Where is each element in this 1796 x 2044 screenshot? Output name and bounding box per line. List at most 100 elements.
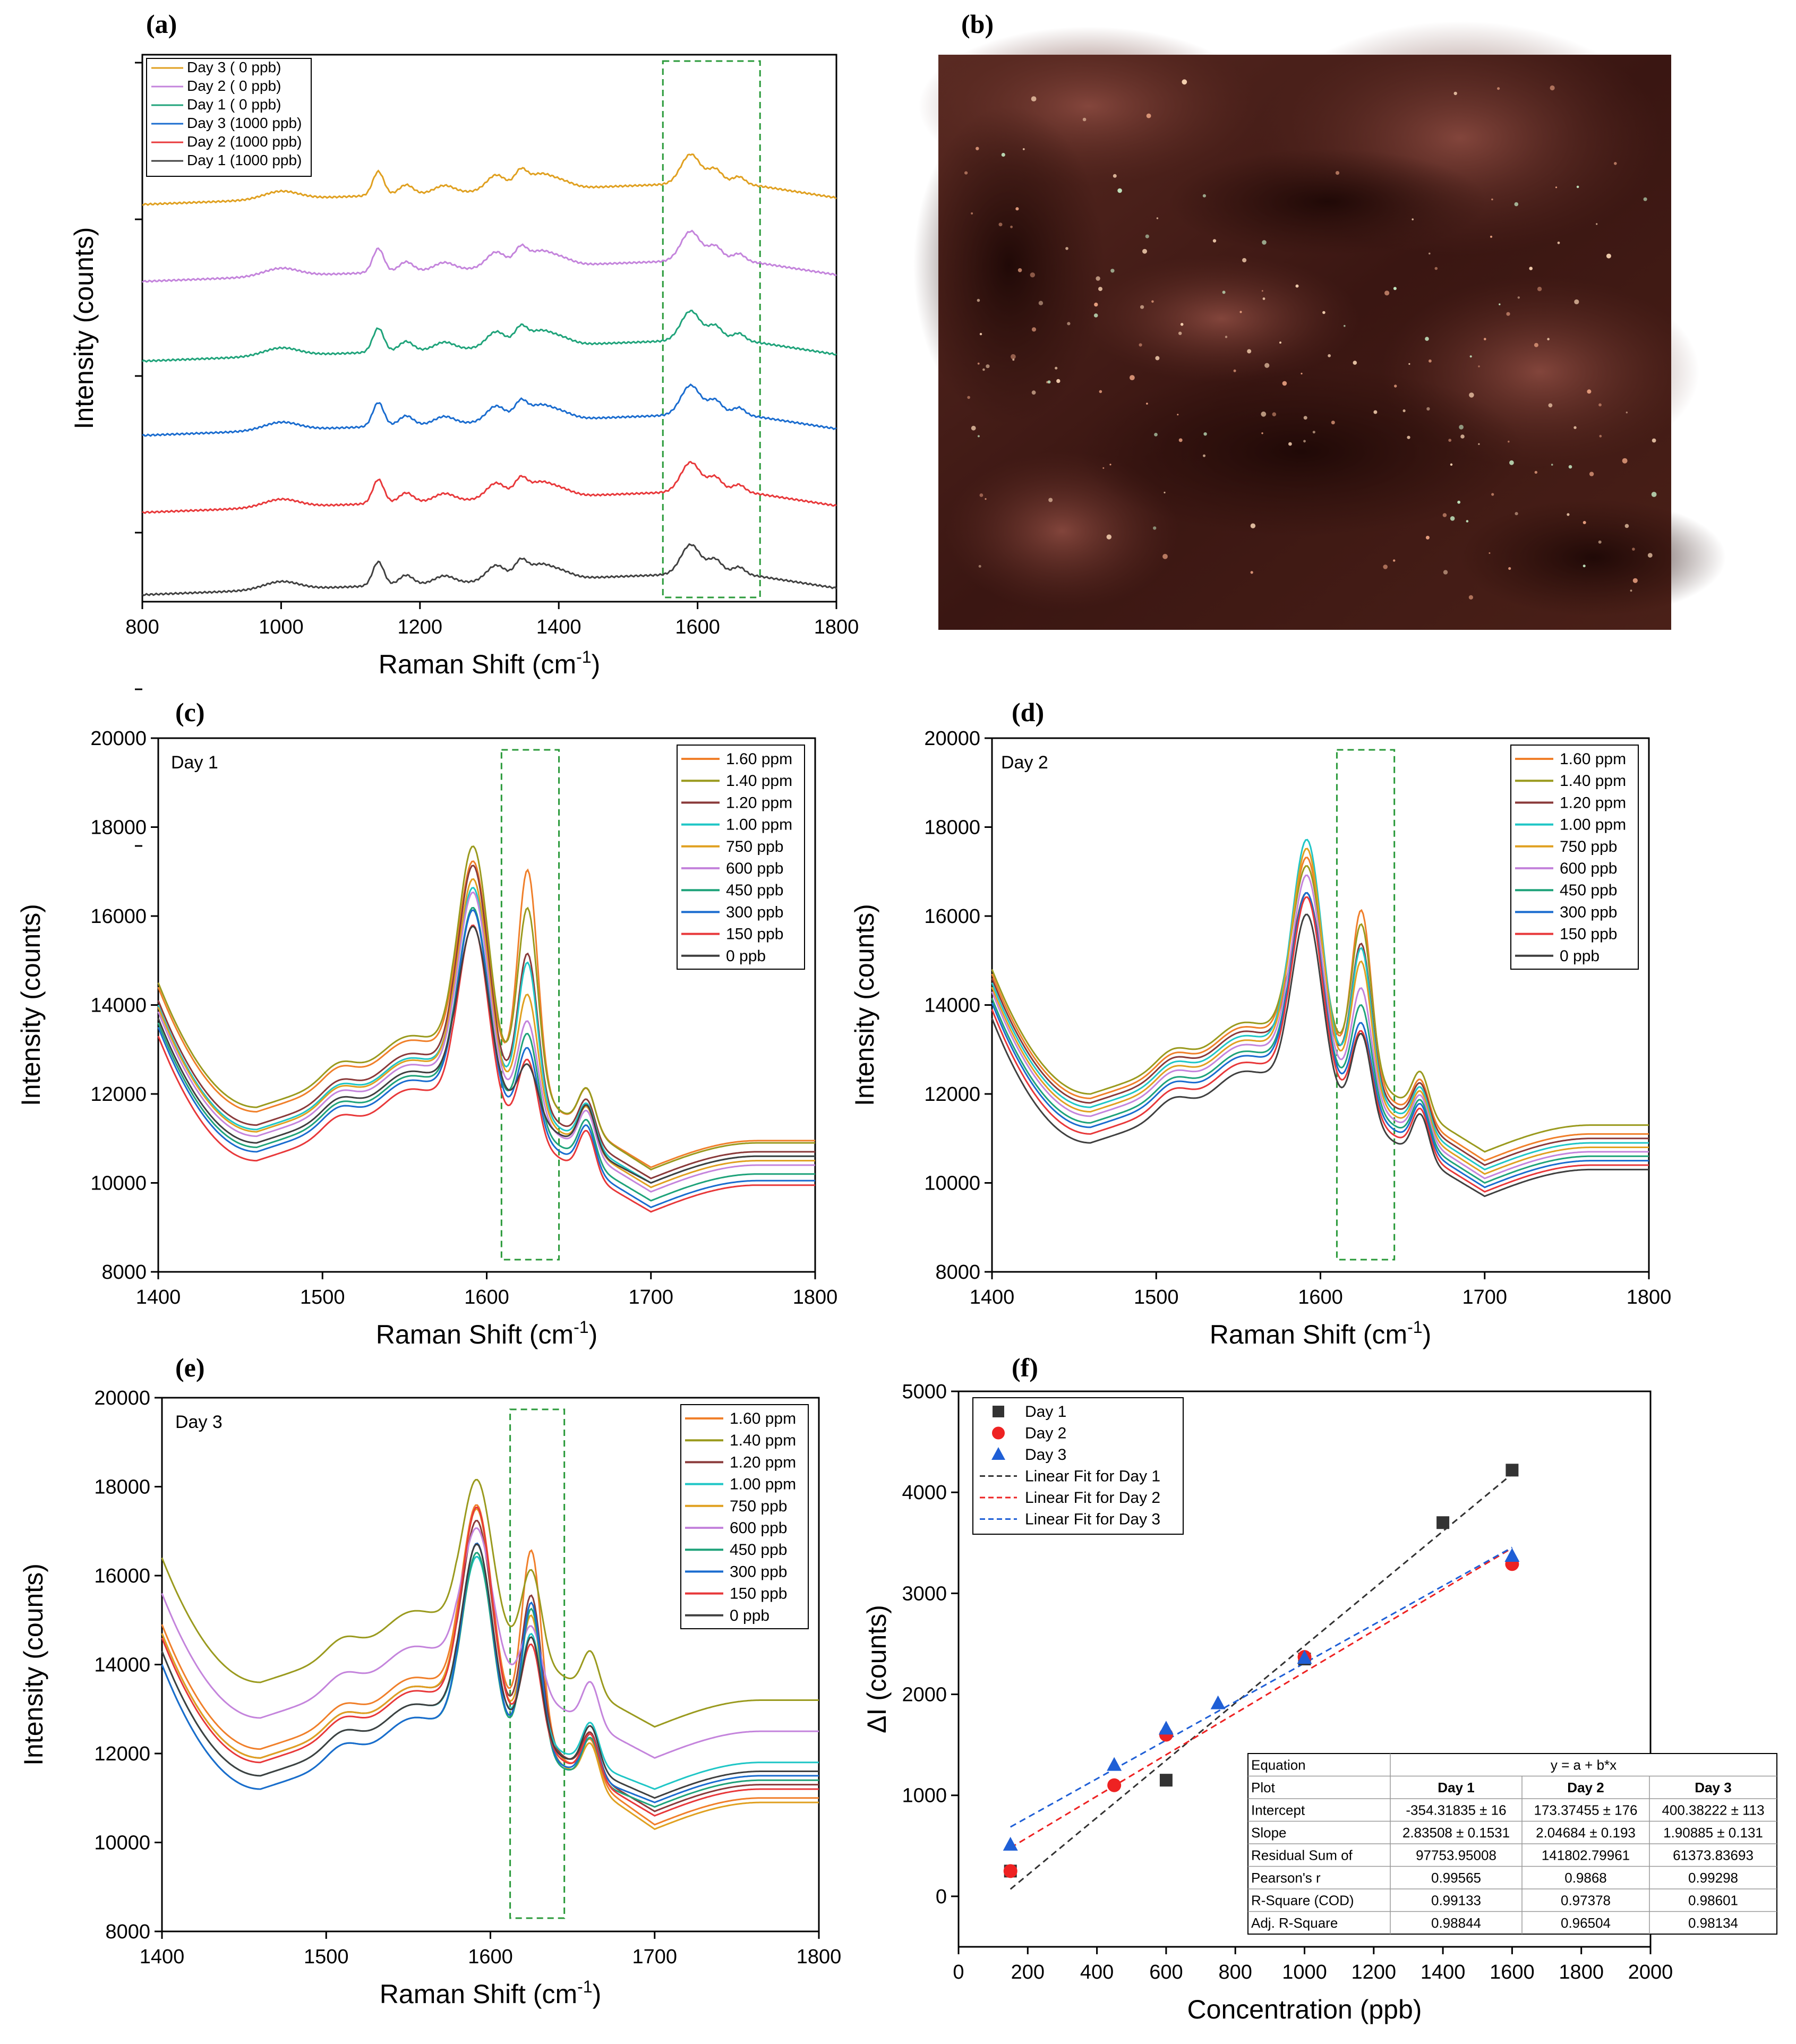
y-tick-label: 18000 (924, 817, 980, 839)
series-line-0-ppb (157, 926, 815, 1184)
sparkle-dot (1583, 521, 1586, 524)
legend-entry: Day 1 (1000 ppb) (187, 152, 302, 168)
sparkle-dot (1047, 380, 1051, 384)
x-tick-label: 1600 (1298, 1286, 1343, 1308)
data-point-day-3 (1297, 1650, 1312, 1664)
table-cell: Adj. R-Square (1251, 1915, 1338, 1931)
y-axis-title: Intensity (counts) (16, 904, 46, 1106)
x-axis-title-close: ) (592, 649, 601, 679)
table-cell: Slope (1251, 1825, 1287, 1841)
y-tick-label: 10000 (94, 1832, 150, 1854)
legend-entry: 600 ppb (1560, 860, 1617, 877)
y-axis-title: Intensity (counts) (69, 227, 99, 430)
sparkle-dot (1031, 390, 1036, 395)
sparkle-dot (1250, 523, 1256, 528)
x-axis-title: Raman Shift (cm-1) (1210, 1318, 1431, 1349)
series-line-1-20-ppm (157, 865, 815, 1179)
sparkle-dot (1247, 349, 1252, 354)
sparkle-dot (1331, 421, 1335, 425)
sparkle-dot (1001, 152, 1005, 157)
sparkle-dot (1557, 241, 1560, 244)
data-point-day-3 (1107, 1757, 1122, 1771)
sparkle-dot (1015, 207, 1019, 211)
sparkle-dot (1301, 372, 1303, 375)
legend-entry: Day 2 (1000 ppb) (187, 133, 302, 150)
x-tick-label: 200 (1011, 1961, 1045, 1983)
sparkle-dot (1598, 540, 1602, 544)
sparkle-dot (1484, 338, 1486, 340)
legend-entry: 1.00 ppm (730, 1476, 796, 1493)
table-cell: R-Square (COD) (1251, 1893, 1354, 1909)
sparkle-dot (979, 332, 982, 336)
sparkle-dot (1383, 565, 1388, 569)
series-line-150-ppb (161, 1506, 819, 1817)
series-line-600-ppb (157, 891, 815, 1193)
sparkle-dot (1140, 305, 1144, 309)
x-axis-title-close: ) (593, 1979, 602, 2009)
x-tick-label: 1800 (814, 616, 859, 638)
sparkle-dot (1478, 365, 1480, 367)
legend-entry: 450 ppb (730, 1541, 787, 1559)
sparkle-dot (1425, 535, 1430, 540)
table-cell: y = a + b*x (1551, 1757, 1617, 1773)
table-cell: 2.83508 ± 0.1531 (1402, 1825, 1510, 1841)
sparkle-dot (1550, 85, 1555, 91)
legend-entry: 1.00 ppm (726, 816, 792, 834)
y-tick-label: 20000 (90, 728, 147, 750)
sparkle-dot (1534, 471, 1537, 474)
y-tick-label: 20000 (924, 728, 980, 750)
sparkle-dot (1469, 392, 1474, 398)
highlight-region (500, 749, 560, 1261)
panel-label-d: (d) (1012, 697, 1044, 727)
sparkle-dot (1017, 268, 1022, 272)
x-axis-title: Raman Shift (cm-1) (376, 1318, 597, 1349)
table-cell: Day 1 (1438, 1780, 1474, 1795)
legend-entry: 1.60 ppm (1560, 750, 1626, 768)
sparkle-dot (1093, 313, 1098, 318)
sparkle-dot (1264, 363, 1270, 368)
legend-frame (680, 1404, 809, 1629)
sparkle-dot (1098, 287, 1102, 292)
legend-entry: 150 ppb (730, 1585, 787, 1603)
sparkle-dot (1261, 411, 1267, 417)
y-tick-label: 10000 (90, 1173, 147, 1195)
y-tick-label: 8000 (105, 1921, 150, 1943)
sparkle-dot (1146, 403, 1148, 405)
sparkle-dot (1182, 79, 1187, 85)
sparkle-dot (1094, 302, 1098, 307)
sparkle-dot (1596, 223, 1598, 225)
sparkle-dot (1233, 369, 1236, 372)
legend-entry: 300 ppb (726, 903, 783, 921)
series-line-day-2-0-ppb- (142, 229, 837, 283)
sparkle-dot (1497, 87, 1500, 90)
sparkle-dot (967, 396, 970, 399)
series-line-750-ppb (157, 878, 815, 1188)
sparkle-dot (1459, 424, 1464, 430)
x-tick-label: 1600 (464, 1286, 509, 1308)
legend-entry: 450 ppb (1560, 882, 1617, 899)
sparkle-dot (1031, 327, 1037, 332)
sparkle-dot (1394, 384, 1397, 388)
legend-entry: 600 ppb (730, 1519, 787, 1537)
series-line-1-40-ppm (161, 1478, 819, 1728)
table-cell: Day 2 (1567, 1780, 1604, 1795)
sparkle-dot (1466, 520, 1469, 523)
sparkle-dot (1408, 363, 1410, 365)
sparkle-dot (1056, 379, 1061, 383)
x-tick-label: 1400 (970, 1286, 1015, 1308)
sparkle-dot (1151, 300, 1154, 303)
table-cell: 400.38222 ± 113 (1662, 1802, 1764, 1818)
day-label: Day 3 (175, 1412, 223, 1432)
y-tick-label: 1000 (902, 1785, 947, 1807)
sparkle-dot (1548, 403, 1553, 408)
legend-entry: 300 ppb (730, 1563, 787, 1580)
y-tick-label: 3000 (902, 1583, 947, 1605)
sparkle-dot (1142, 249, 1147, 254)
x-tick-label: 1400 (536, 616, 581, 638)
x-axis-title: Concentration (ppb) (1187, 1995, 1422, 2024)
sparkle-dot (1031, 96, 1037, 102)
table-cell: 1.90885 ± 0.131 (1663, 1825, 1763, 1841)
sparkle-dot (1429, 359, 1432, 363)
legend-entry: 1.40 ppm (730, 1432, 796, 1449)
